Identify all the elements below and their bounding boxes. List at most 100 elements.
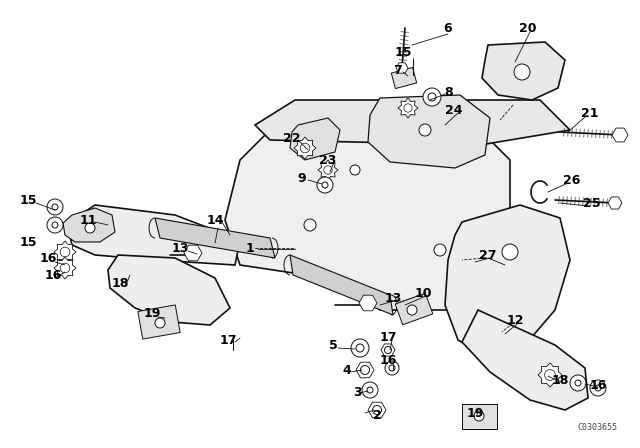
Bar — [391, 68, 417, 89]
Text: 15: 15 — [19, 194, 36, 207]
Circle shape — [47, 217, 63, 233]
Circle shape — [428, 93, 436, 101]
Circle shape — [514, 64, 530, 80]
Circle shape — [545, 370, 556, 380]
Polygon shape — [482, 42, 565, 100]
Text: 13: 13 — [384, 292, 402, 305]
Polygon shape — [381, 344, 395, 356]
Text: 13: 13 — [172, 241, 189, 254]
Bar — [138, 305, 180, 339]
Circle shape — [300, 143, 310, 153]
Polygon shape — [294, 137, 316, 159]
Text: 16: 16 — [380, 353, 397, 366]
Polygon shape — [538, 363, 562, 387]
Circle shape — [570, 375, 586, 391]
Text: 14: 14 — [206, 214, 224, 227]
Circle shape — [372, 405, 381, 414]
Polygon shape — [63, 208, 115, 242]
Circle shape — [60, 247, 70, 257]
Text: 23: 23 — [319, 154, 337, 167]
Text: 18: 18 — [111, 276, 129, 289]
Text: 1: 1 — [246, 241, 254, 254]
Text: 19: 19 — [143, 306, 161, 319]
Circle shape — [575, 380, 581, 386]
Polygon shape — [368, 402, 386, 418]
Text: 17: 17 — [380, 331, 397, 344]
Circle shape — [60, 263, 70, 273]
Polygon shape — [445, 205, 570, 358]
Circle shape — [474, 411, 484, 421]
Bar — [462, 404, 497, 429]
Text: 16: 16 — [44, 268, 61, 281]
Circle shape — [367, 387, 373, 393]
Bar — [396, 293, 433, 325]
Text: 21: 21 — [581, 107, 599, 120]
Polygon shape — [608, 197, 622, 209]
Polygon shape — [318, 160, 338, 180]
Circle shape — [47, 199, 63, 215]
Text: 4: 4 — [342, 363, 351, 376]
Text: 24: 24 — [445, 103, 463, 116]
Text: 26: 26 — [563, 173, 580, 186]
Circle shape — [52, 222, 58, 228]
Text: 25: 25 — [583, 197, 601, 210]
Circle shape — [317, 177, 333, 193]
Polygon shape — [68, 205, 240, 265]
Circle shape — [423, 88, 441, 106]
Circle shape — [324, 166, 332, 174]
Circle shape — [356, 344, 364, 352]
Circle shape — [434, 244, 446, 256]
Text: 2: 2 — [372, 409, 381, 422]
Polygon shape — [290, 255, 393, 315]
Text: 15: 15 — [19, 236, 36, 249]
Polygon shape — [108, 255, 230, 325]
Polygon shape — [398, 98, 418, 118]
Circle shape — [590, 380, 606, 396]
Polygon shape — [155, 218, 275, 258]
Polygon shape — [462, 310, 588, 410]
Circle shape — [155, 318, 165, 328]
Text: 12: 12 — [506, 314, 524, 327]
Polygon shape — [54, 257, 76, 279]
Text: 3: 3 — [353, 385, 362, 399]
Circle shape — [304, 219, 316, 231]
Circle shape — [385, 346, 392, 353]
Text: 16: 16 — [589, 379, 607, 392]
Polygon shape — [54, 241, 76, 263]
Circle shape — [85, 223, 95, 233]
Circle shape — [389, 365, 395, 371]
Circle shape — [404, 104, 412, 112]
Text: 18: 18 — [551, 374, 569, 387]
Circle shape — [362, 382, 378, 398]
Text: 22: 22 — [284, 132, 301, 145]
Text: 11: 11 — [79, 214, 97, 227]
Circle shape — [52, 204, 58, 210]
Text: 6: 6 — [444, 22, 452, 34]
Text: 8: 8 — [445, 86, 453, 99]
Text: 27: 27 — [479, 249, 497, 262]
Circle shape — [322, 182, 328, 188]
Polygon shape — [396, 63, 408, 73]
Circle shape — [350, 165, 360, 175]
Polygon shape — [225, 130, 510, 310]
Polygon shape — [359, 295, 377, 311]
Circle shape — [351, 339, 369, 357]
Circle shape — [407, 305, 417, 315]
Text: 7: 7 — [392, 64, 401, 77]
Polygon shape — [368, 95, 490, 168]
Text: C0303655: C0303655 — [577, 423, 617, 432]
Text: 10: 10 — [414, 287, 432, 300]
Polygon shape — [184, 245, 202, 261]
Circle shape — [595, 385, 601, 391]
Circle shape — [385, 361, 399, 375]
Polygon shape — [255, 100, 570, 145]
Text: 20: 20 — [519, 22, 537, 34]
Polygon shape — [612, 128, 628, 142]
Circle shape — [502, 244, 518, 260]
Polygon shape — [356, 362, 374, 378]
Polygon shape — [290, 118, 340, 160]
Text: 5: 5 — [328, 339, 337, 352]
Text: 17: 17 — [220, 333, 237, 346]
Text: 9: 9 — [298, 172, 307, 185]
Text: 19: 19 — [467, 406, 484, 419]
